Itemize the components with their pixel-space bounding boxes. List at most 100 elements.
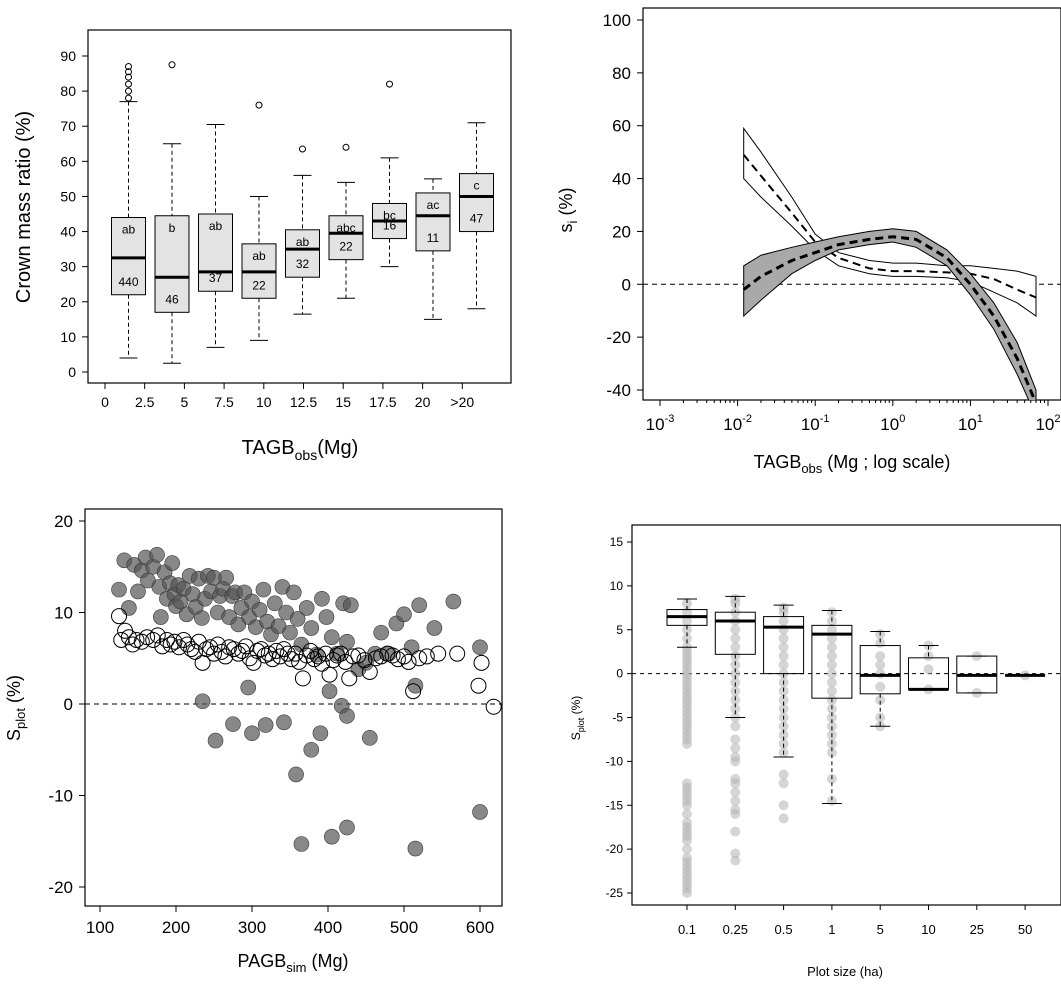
panel-d-box [714,611,756,655]
panel-c-point-open [206,645,222,662]
panel-a-box [285,229,320,278]
panel-d-point [682,598,692,609]
panel-c-point-filled [323,629,340,646]
panel-b-y-tick-label: 40 [612,170,631,189]
panel-d-point [875,651,886,662]
panel-a-box [328,215,364,261]
panel-d-point [730,804,741,815]
panel-c-point-filled [130,583,146,600]
panel-d-y-axis-label: Splot (%) [569,696,586,741]
panel-d-point [875,659,886,670]
panel-d-point [730,773,741,784]
panel-b-y-tick-label: -40 [606,381,631,400]
panel-c-point-open [411,650,428,667]
panel-c-point-open [405,683,422,700]
panel-c-point-open [158,631,175,648]
panel-a-group-letters: c [474,179,480,193]
panel-b-mean-curve [742,154,1037,299]
panel-c-point-open [470,677,487,694]
panel-c-point-open [249,642,266,659]
panel-b-confidence-band [743,126,1037,317]
panel-c-point-filled [342,597,359,613]
panel-c-point-filled [251,601,268,618]
panel-d-point [778,615,789,626]
panel-a-y-tick-label: 20 [60,294,76,310]
panel-a-group-letters: abc [336,221,355,235]
panel-a-group-letters: ab [122,223,136,237]
panel-a-x-tick-label: >20 [450,394,474,410]
panel-b-y-tick-label: 100 [603,11,631,30]
panel-c-y-tick-label: -20 [48,878,73,897]
panel-a-x-tick-label: 2.5 [135,394,155,410]
panel-a-x-tick-label: 12.5 [290,394,317,410]
panel-c-point-open [187,643,203,660]
panel-c-x-tick-label: 400 [314,918,342,937]
panel-c-point-filled [361,730,378,746]
panel-c-point-filled [407,840,424,857]
panel-c-x-tick-label: 100 [86,918,114,937]
panel-d-x-axis-label: Plot size (ha) [807,964,883,979]
panel-d-point [826,712,837,723]
panel-c-x-tick-label: 600 [466,918,494,937]
panel-c-point-open [485,698,502,715]
panel-a-x-tick-label: 5 [181,394,189,410]
panel-b-y-tick-label: 60 [612,117,631,136]
panel-d-point [730,848,741,859]
panel-c-point-open [213,643,230,660]
panel-a-x-axis-label: TAGBobs(Mg) [242,437,359,463]
panel-d-point [826,642,837,653]
panel-c-point-open [237,638,254,655]
panel-c-point-filled [339,708,355,724]
panel-d-y-tick-label: 5 [616,623,623,637]
panel-c-point-open [430,645,447,662]
panel-d-point [778,730,789,741]
panel-a-outlier [125,68,132,76]
panel-a-sample-size: 37 [209,271,223,285]
panel-a-x-tick-label: 20 [415,394,431,410]
panel-b-x-tick-label: 101 [958,413,983,434]
panel-c-y-tick-label: -10 [48,787,73,806]
panel-c-point-filled [396,606,412,623]
panel-c-point-filled [240,679,256,696]
panel-c-point-open [329,647,346,664]
panel-a-y-tick-label: 60 [60,153,76,169]
panel-b-x-tick-label: 100 [880,413,905,434]
panel-c-point-open [345,648,362,665]
panel-b-y-axis-label: si (%) [556,188,580,233]
panel-si-log-curves: si (%) TAGBobs (Mg ; log scale) -40 -20 0 2… [556,7,1061,476]
panel-d-point [778,800,789,811]
panel-c-point-open [124,636,141,653]
panel-a-box [198,213,233,292]
panel-a-sample-size: 46 [165,292,179,306]
panel-d-point [682,817,692,828]
panel-d-point [682,809,692,820]
panel-a-group-letters: bc [383,208,396,222]
panel-d-point [778,694,789,705]
panel-a-box [415,192,451,252]
panel-c-point-open [260,645,277,662]
panel-d-point [730,787,741,798]
panel-b-y-tick-label: 80 [612,64,631,83]
panel-a-outlier [125,63,132,71]
panel-d-point [778,769,789,780]
panel-c-point-filled [288,766,304,783]
panel-d-box [811,624,853,699]
panel-d-point [826,686,837,697]
panel-c-point-filled [339,819,355,836]
panel-c-point-filled [426,620,443,636]
panel-c-y-axis-label: Splot (%) [4,675,28,741]
panel-d-point [778,813,789,824]
panel-a-group-letters: b [169,221,176,235]
panel-a-outlier [386,80,393,88]
panel-c-point-filled [149,547,165,563]
panel-c-point-filled [445,593,462,610]
panel-c-point-filled [164,555,180,571]
panel-d-point [682,624,692,635]
panel-a-box [111,217,146,296]
panel-d-y-tick-label: -25 [606,886,624,900]
panel-d-point [730,703,741,714]
panel-a-outlier [299,145,306,153]
panel-b-y-tick-label: -20 [606,328,631,347]
panel-c-point-open [198,641,215,658]
panel-c-point-open [245,654,262,671]
